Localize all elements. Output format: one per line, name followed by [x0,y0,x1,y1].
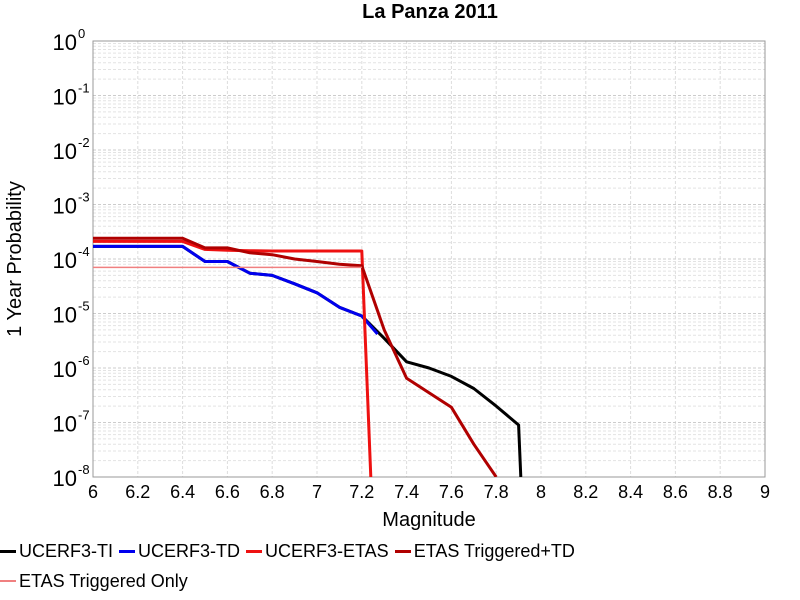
y-tick-label: 10 -5 [53,299,90,328]
y-tick-exponent: 0 [78,26,85,41]
legend-swatch [0,549,16,553]
legend-item: ETAS Triggered Only [0,571,188,592]
series-line [93,244,379,335]
y-tick-base: 10 [53,85,77,110]
y-tick-label: 10 -6 [53,353,90,382]
x-tick-label: 6 [88,482,98,502]
y-axis-label: 1 Year Probability [4,181,26,337]
y-tick-label: 10 -7 [53,408,90,437]
x-tick-label: 7.2 [349,482,374,502]
series-line [93,244,523,477]
legend-label: UCERF3-TD [138,540,240,561]
legend-item: UCERF3-ETAS [246,541,389,562]
y-tick-exponent: -5 [78,299,90,314]
legend-label: UCERF3-ETAS [265,540,389,561]
x-tick-label: 9 [760,482,770,502]
y-tick-base: 10 [53,357,77,382]
y-tick-base: 10 [53,194,77,219]
y-tick-exponent: -7 [78,408,90,423]
x-tick-label: 6.8 [260,482,285,502]
legend: UCERF3-TI UCERF3-TD UCERF3-ETAS ETAS Trigge… [0,538,800,564]
x-tick-labels: 6 6.2 6.4 6.6 6.8 7 7.2 7.4 7.6 7.8 8 8.2 8.4 8.6 8.8 9 [88,482,770,502]
legend-label: ETAS Triggered+TD [413,540,575,561]
y-tick-exponent: -3 [78,190,90,205]
x-tick-label: 8.6 [663,482,688,502]
x-tick-label: 6.2 [125,482,150,502]
y-tick-base: 10 [53,466,77,491]
y-tick-base: 10 [53,30,77,55]
y-tick-exponent: -6 [78,353,90,368]
legend-item: UCERF3-TI [0,541,113,562]
legend-label: ETAS Triggered Only [19,570,188,591]
y-tick-label: 10 -4 [53,244,90,273]
legend-swatch [246,549,262,553]
legend-label: UCERF3-TI [19,540,113,561]
y-tick-exponent: -8 [78,462,90,477]
legend-swatch [394,549,411,553]
y-tick-base: 10 [53,412,77,437]
y-tick-label: 10 -3 [53,190,90,219]
x-tick-label: 8.8 [708,482,733,502]
y-tick-exponent: -2 [78,135,90,150]
legend-item: ETAS Triggered+TD [394,540,575,562]
y-tick-base: 10 [53,248,77,273]
legend-swatch [0,580,16,582]
x-tick-label: 7.4 [394,482,419,502]
legend-item: UCERF3-TD [119,541,240,562]
series-line [93,239,373,477]
x-tick-label: 8.2 [573,482,598,502]
x-tick-label: 7.6 [439,482,464,502]
series-line [93,236,498,477]
x-tick-label: 8.4 [618,482,643,502]
series-group [93,236,523,477]
x-tick-label: 7.8 [484,482,509,502]
chart-title: La Panza 2011 [362,1,498,23]
y-tick-label: 10 0 [53,26,86,55]
x-tick-label: 6.4 [170,482,195,502]
legend-swatch [119,549,135,553]
grid [92,41,766,478]
x-tick-label: 7 [312,482,322,502]
plot-area-frame [92,40,766,478]
y-tick-base: 10 [53,139,77,164]
y-tick-label: 10 -8 [53,462,90,491]
y-tick-label: 10 -2 [53,135,90,164]
x-tick-label: 8 [536,482,546,502]
legend-overflow-row: ETAS Triggered Only [0,568,800,594]
x-tick-label: 6.6 [215,482,240,502]
y-tick-exponent: -1 [78,81,90,96]
y-tick-label: 10 -1 [53,81,90,110]
x-axis-label: Magnitude [382,509,475,531]
y-tick-exponent: -4 [78,244,90,259]
y-tick-base: 10 [53,303,77,328]
